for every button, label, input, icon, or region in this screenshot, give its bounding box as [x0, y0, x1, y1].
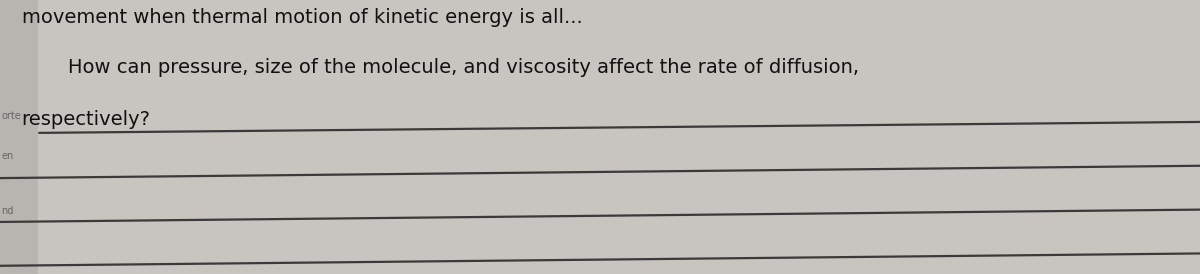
FancyBboxPatch shape: [0, 0, 38, 274]
Text: How can pressure, size of the molecule, and viscosity affect the rate of diffusi: How can pressure, size of the molecule, …: [43, 58, 859, 76]
Text: movement when thermal motion of kinetic energy is all...: movement when thermal motion of kinetic …: [22, 8, 582, 27]
Text: orte: orte: [1, 112, 20, 121]
Text: respectively?: respectively?: [22, 110, 151, 129]
Text: nd: nd: [1, 206, 13, 216]
Text: en: en: [1, 151, 13, 161]
